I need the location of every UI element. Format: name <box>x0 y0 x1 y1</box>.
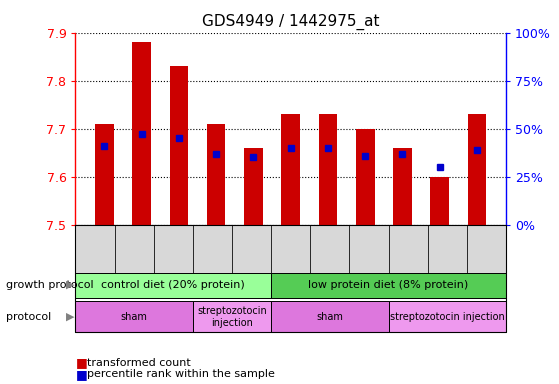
Bar <box>244 148 263 225</box>
Bar <box>430 177 449 225</box>
Text: streptozotocin
injection: streptozotocin injection <box>197 306 267 328</box>
Text: ■: ■ <box>75 356 87 369</box>
Title: GDS4949 / 1442975_at: GDS4949 / 1442975_at <box>202 14 380 30</box>
Text: control diet (20% protein): control diet (20% protein) <box>101 280 245 290</box>
Bar <box>468 114 486 225</box>
Text: low protein diet (8% protein): low protein diet (8% protein) <box>309 280 468 290</box>
Bar <box>95 124 113 225</box>
Text: ▶: ▶ <box>66 312 74 322</box>
Bar <box>319 114 337 225</box>
Bar <box>207 124 225 225</box>
Text: ▶: ▶ <box>66 280 74 290</box>
Text: percentile rank within the sample: percentile rank within the sample <box>87 369 274 379</box>
Bar <box>132 42 151 225</box>
Text: ■: ■ <box>75 368 87 381</box>
Bar <box>169 66 188 225</box>
Text: streptozotocin injection: streptozotocin injection <box>390 312 505 322</box>
Text: sham: sham <box>316 312 343 322</box>
Bar <box>356 129 375 225</box>
Text: sham: sham <box>121 312 148 322</box>
Text: growth protocol: growth protocol <box>6 280 93 290</box>
Bar <box>393 148 412 225</box>
Text: transformed count: transformed count <box>87 358 191 368</box>
Text: protocol: protocol <box>6 312 51 322</box>
Bar <box>281 114 300 225</box>
